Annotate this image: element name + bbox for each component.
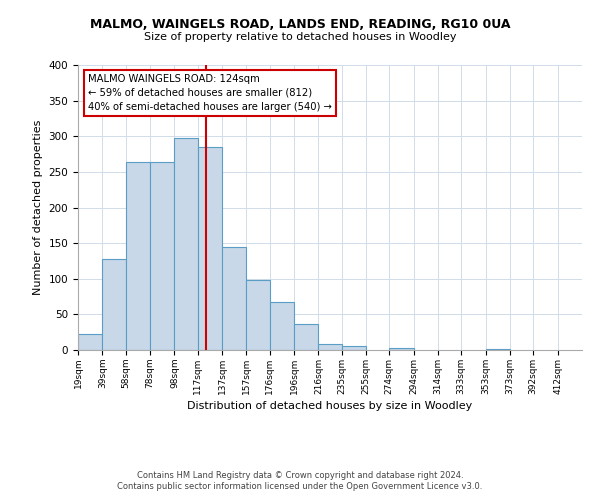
Text: Size of property relative to detached houses in Woodley: Size of property relative to detached ho…: [144, 32, 456, 42]
Bar: [197, 147, 222, 350]
Text: MALMO WAINGELS ROAD: 124sqm
← 59% of detached houses are smaller (812)
40% of se: MALMO WAINGELS ROAD: 124sqm ← 59% of det…: [88, 74, 332, 112]
Bar: [485, 348, 510, 350]
Bar: [150, 162, 175, 350]
Text: Contains HM Land Registry data © Crown copyright and database right 2024.: Contains HM Land Registry data © Crown c…: [137, 471, 463, 480]
Bar: [294, 324, 319, 350]
Bar: [103, 259, 125, 350]
Bar: [125, 162, 150, 350]
Text: MALMO, WAINGELS ROAD, LANDS END, READING, RG10 0UA: MALMO, WAINGELS ROAD, LANDS END, READING…: [90, 18, 510, 30]
Y-axis label: Number of detached properties: Number of detached properties: [33, 120, 43, 295]
Bar: [247, 280, 269, 350]
Bar: [319, 344, 341, 350]
Bar: [389, 348, 413, 350]
Bar: [269, 302, 294, 350]
Bar: [341, 346, 366, 350]
Text: Contains public sector information licensed under the Open Government Licence v3: Contains public sector information licen…: [118, 482, 482, 491]
Bar: [175, 138, 197, 350]
Bar: [78, 334, 103, 350]
Bar: [222, 246, 247, 350]
X-axis label: Distribution of detached houses by size in Woodley: Distribution of detached houses by size …: [187, 401, 473, 411]
